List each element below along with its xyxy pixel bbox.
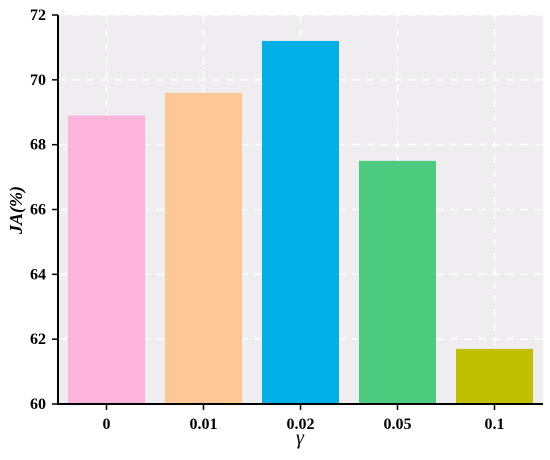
x-axis-title: γ — [296, 427, 305, 449]
x-ticks: 0 0.01 0.02 0.05 0.1 — [103, 404, 505, 433]
x-tick-label: 0.01 — [190, 416, 218, 433]
x-tick-label: 0.02 — [287, 416, 315, 433]
y-tick-label: 70 — [30, 72, 46, 89]
bar-0.1 — [456, 348, 533, 404]
bar-0.05 — [359, 160, 436, 404]
y-tick-label: 68 — [30, 137, 46, 154]
y-tick-label: 66 — [30, 202, 46, 219]
y-ticks: 60 62 64 66 68 70 72 — [30, 7, 58, 413]
y-tick-label: 60 — [30, 396, 46, 413]
y-tick-label: 72 — [30, 7, 46, 24]
y-tick-label: 62 — [30, 331, 46, 348]
bar-0 — [68, 115, 145, 404]
x-tick-label: 0.1 — [485, 416, 505, 433]
x-tick-label: 0 — [103, 416, 111, 433]
y-axis-title: JA(%) — [6, 186, 27, 235]
x-tick-label: 0.05 — [384, 416, 412, 433]
y-tick-label: 64 — [30, 266, 46, 283]
bar-0.01 — [165, 92, 242, 405]
bar-0.02 — [262, 40, 339, 404]
bars — [68, 40, 533, 405]
